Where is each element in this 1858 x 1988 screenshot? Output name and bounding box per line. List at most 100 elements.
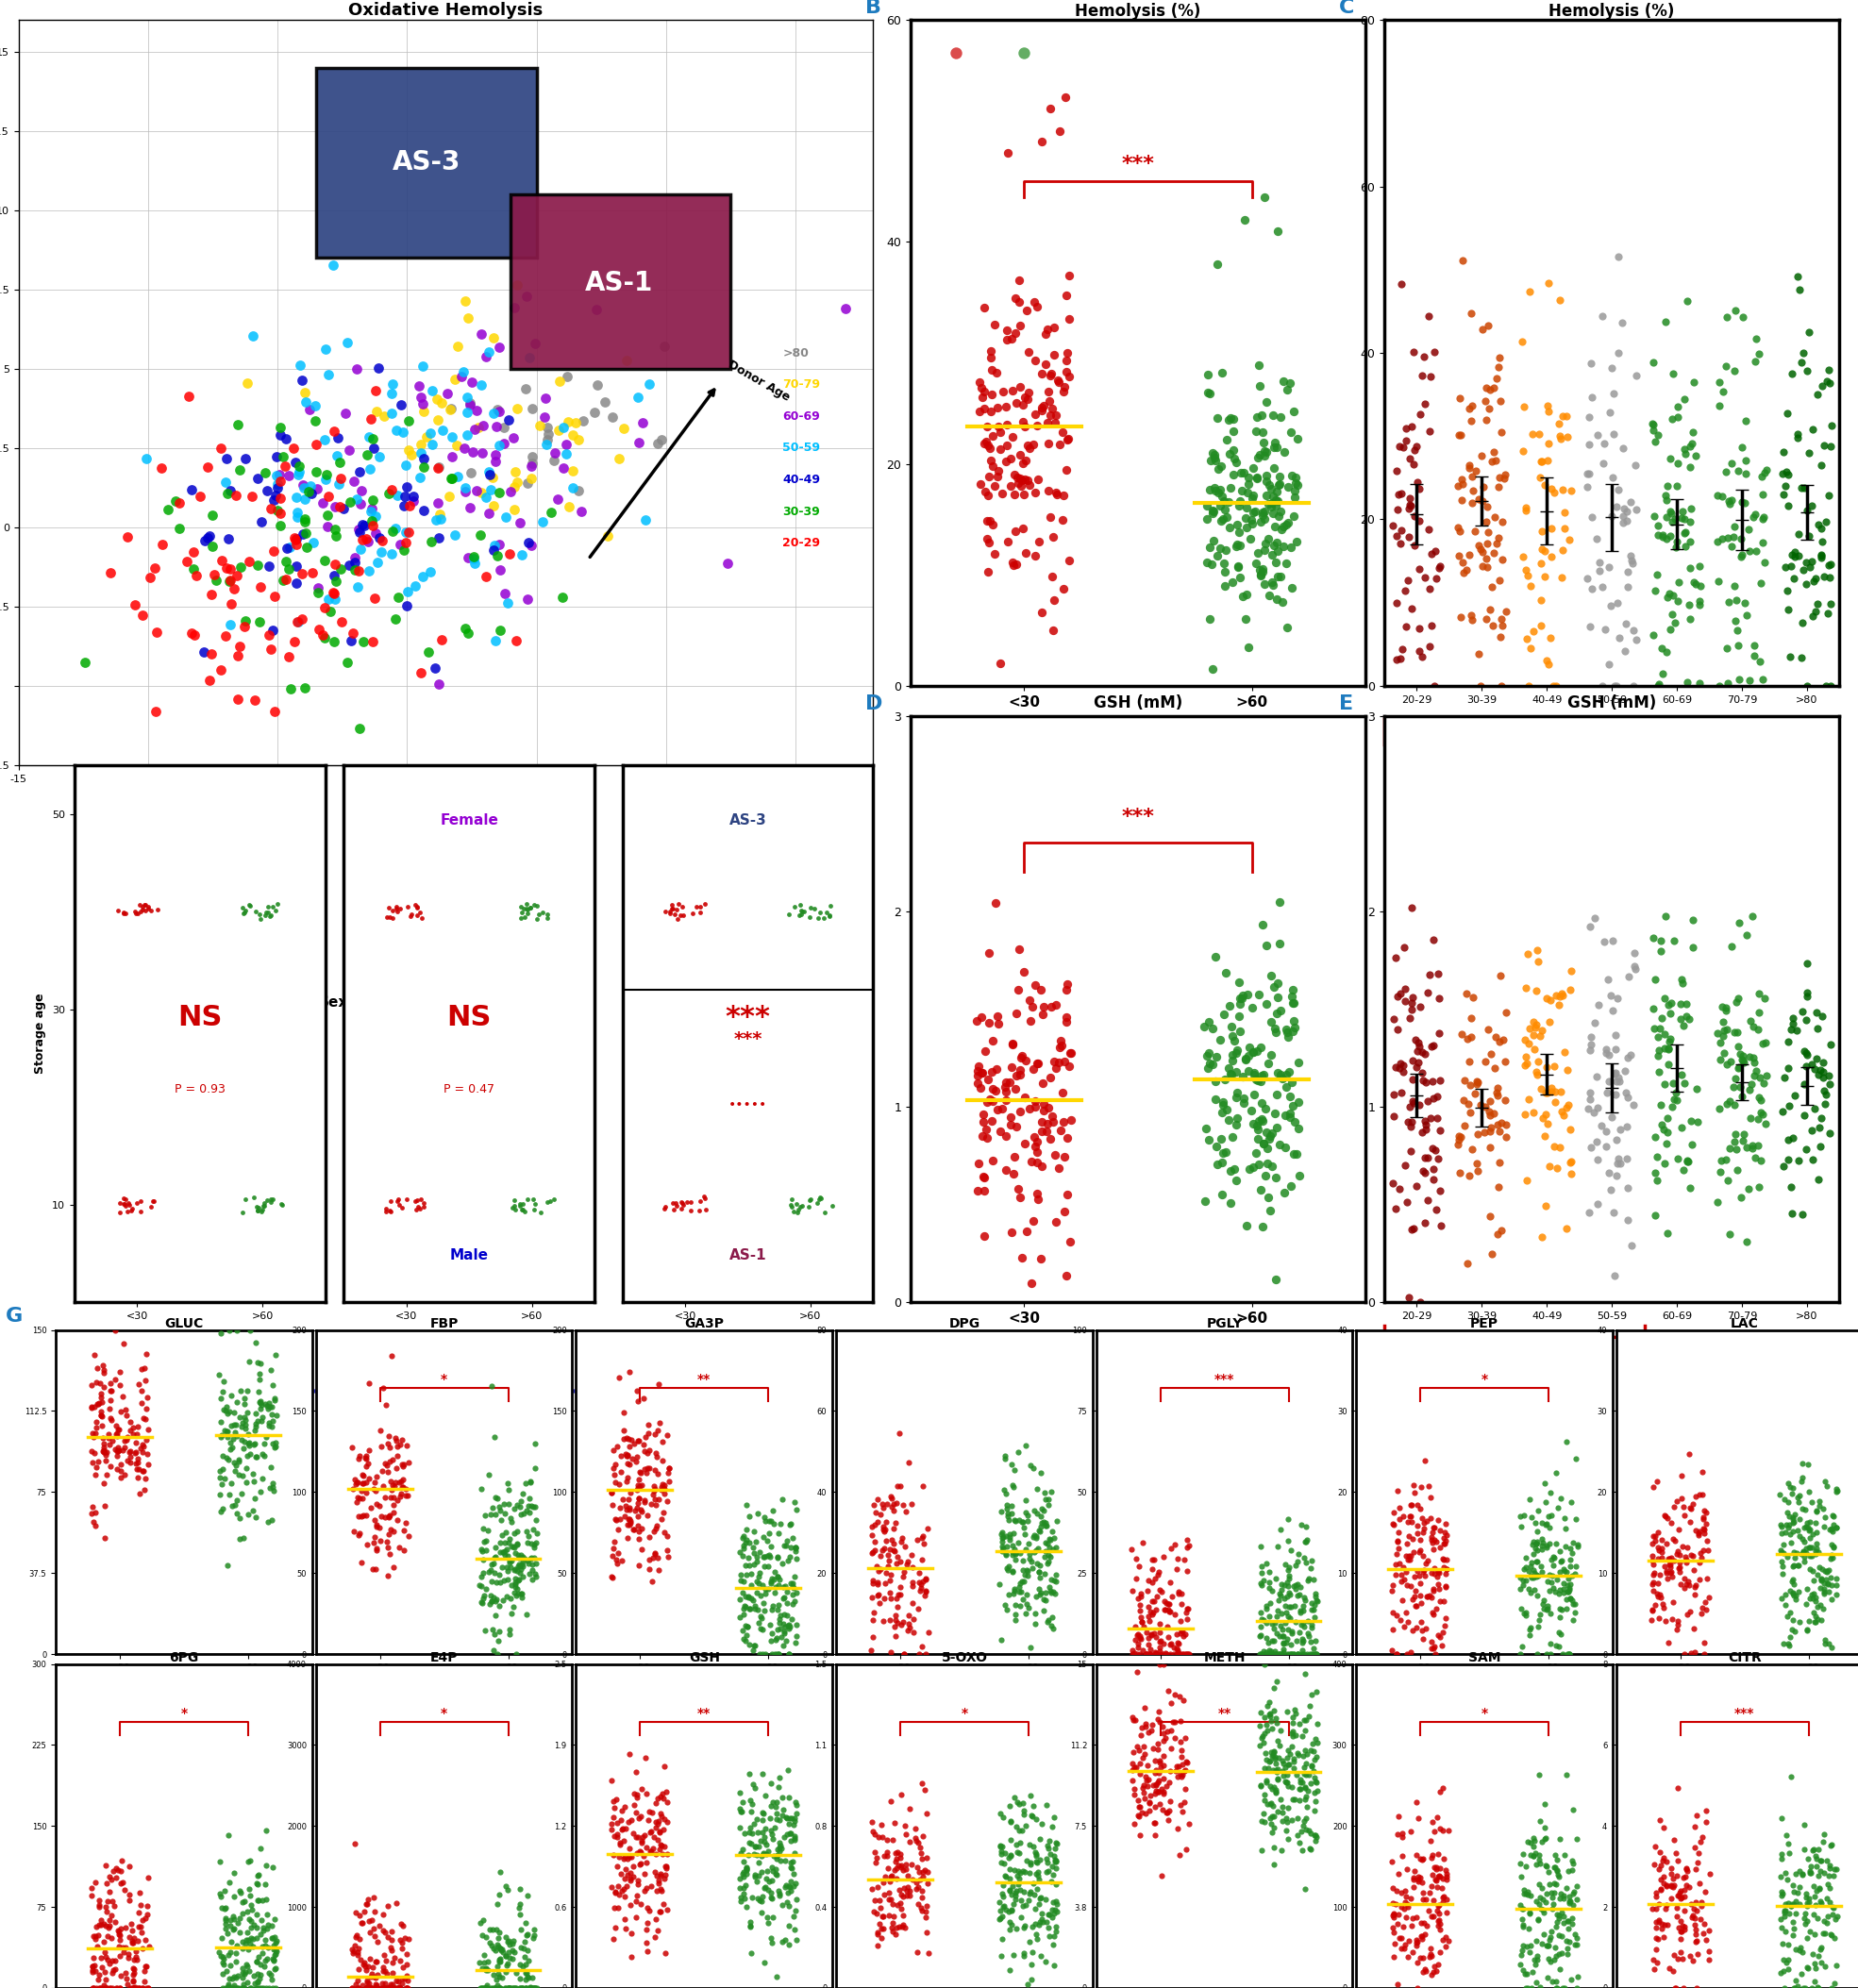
Point: [383, 895, 412, 926]
Point: [1407, 1471, 1436, 1503]
Point: [1397, 1614, 1427, 1646]
Point: [1771, 1895, 1800, 1926]
Point: [236, 1881, 266, 1912]
Point: [1174, 1638, 1204, 1670]
Point: [1602, 1066, 1631, 1097]
Point: [1668, 1155, 1698, 1187]
Point: [1596, 501, 1626, 533]
Point: [392, 1972, 422, 1988]
Point: [227, 893, 256, 924]
Title: METH: METH: [1204, 1650, 1245, 1664]
Point: [455, 388, 485, 419]
Point: [1538, 477, 1568, 509]
Point: [780, 1785, 810, 1817]
Point: [647, 1797, 676, 1829]
Point: [1145, 1574, 1174, 1606]
Point: [1020, 968, 1050, 1000]
Point: [229, 1382, 258, 1413]
Point: [1262, 998, 1291, 1030]
Point: [485, 396, 515, 427]
Point: [121, 1437, 150, 1469]
Point: [1040, 988, 1070, 1020]
Point: [1217, 1012, 1247, 1044]
Point: [626, 1457, 656, 1489]
Point: [388, 1908, 418, 1940]
Point: [1594, 648, 1624, 680]
Point: [734, 1817, 764, 1849]
Point: [1646, 1580, 1676, 1612]
Point: [117, 1924, 147, 1956]
Point: [1800, 1093, 1830, 1125]
Point: [1771, 1889, 1800, 1920]
Point: [1414, 1895, 1444, 1926]
Point: [216, 1433, 245, 1465]
Point: [990, 1066, 1020, 1097]
Point: [1542, 1966, 1572, 1988]
Point: [1401, 1612, 1431, 1644]
Point: [119, 1972, 149, 1988]
Point: [386, 1926, 416, 1958]
Point: [780, 1867, 810, 1899]
Point: [1249, 1805, 1278, 1837]
Point: [357, 1905, 386, 1936]
Point: [1537, 622, 1566, 654]
Point: [1704, 479, 1734, 511]
Point: [1143, 1767, 1172, 1799]
Point: [609, 1415, 639, 1447]
Point: [1039, 1523, 1068, 1555]
Point: [357, 505, 386, 537]
Point: [1646, 1002, 1676, 1034]
Point: [1661, 1901, 1691, 1932]
Point: [85, 1400, 115, 1431]
Point: [427, 388, 457, 419]
Point: [773, 1586, 803, 1618]
Point: [873, 1545, 903, 1576]
Point: [686, 1185, 715, 1217]
Point: [1548, 1567, 1577, 1598]
Point: [777, 1191, 806, 1223]
Point: [130, 1966, 160, 1988]
Point: [604, 1893, 634, 1924]
Point: [1715, 1046, 1745, 1077]
Point: [1401, 1839, 1431, 1871]
Point: [500, 1972, 530, 1988]
Point: [1693, 1563, 1722, 1594]
Point: [1200, 475, 1230, 507]
Point: [1808, 1062, 1838, 1093]
Point: [1278, 1783, 1308, 1815]
Point: [1033, 1910, 1063, 1942]
Point: [1163, 1751, 1193, 1783]
Point: [1654, 1543, 1683, 1574]
Point: [262, 1340, 292, 1372]
Point: [78, 1950, 108, 1982]
Point: [1537, 1628, 1566, 1660]
Point: [1797, 1531, 1826, 1563]
Point: [1446, 600, 1475, 632]
Point: [1646, 1908, 1676, 1940]
Point: [1215, 1187, 1245, 1219]
Point: [364, 1972, 394, 1988]
Point: [91, 1445, 121, 1477]
Point: [1410, 1918, 1440, 1950]
Point: [1793, 1447, 1823, 1479]
Point: [1141, 1819, 1171, 1851]
Point: [608, 1545, 637, 1576]
Point: [1540, 1851, 1570, 1883]
Point: [1637, 1569, 1667, 1600]
Point: [745, 1885, 775, 1916]
Point: [349, 1946, 379, 1978]
Point: [193, 523, 223, 555]
Point: [1289, 1658, 1319, 1690]
Point: [513, 467, 543, 499]
Point: [515, 1972, 544, 1988]
Point: [1408, 1843, 1438, 1875]
Point: [1420, 1511, 1449, 1543]
Point: [1769, 1901, 1799, 1932]
Point: [310, 423, 340, 455]
Text: Male: Male: [450, 1248, 489, 1262]
Point: [1724, 1052, 1754, 1083]
Point: [1652, 580, 1681, 612]
Point: [1007, 463, 1037, 495]
Point: [609, 1437, 639, 1469]
Point: [1652, 1555, 1681, 1586]
